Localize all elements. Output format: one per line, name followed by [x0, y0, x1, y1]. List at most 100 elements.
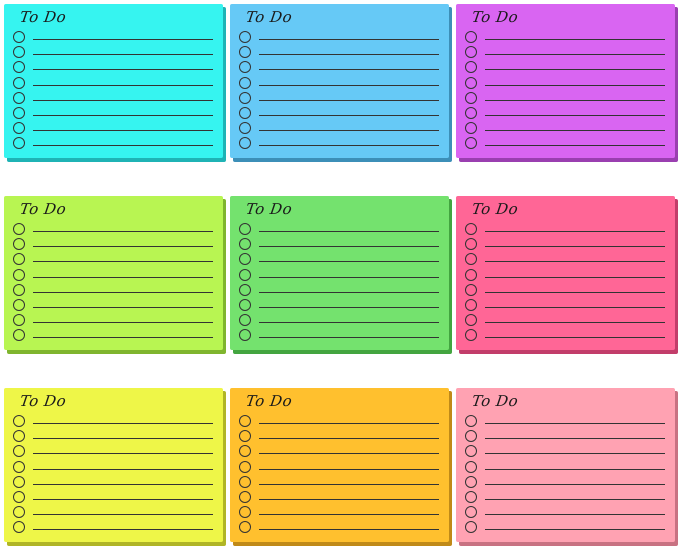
checkbox-circle-icon [239, 475, 251, 488]
todo-sticky-note: To Do [230, 4, 452, 162]
writing-line [485, 246, 665, 248]
checkbox-circle-icon [465, 76, 477, 89]
checkbox-circle-icon [465, 460, 477, 473]
note-face [456, 196, 675, 350]
checklist-row [239, 268, 439, 281]
writing-line [259, 130, 439, 132]
checklist-row [13, 415, 213, 427]
writing-line [485, 54, 665, 56]
checklist-row [465, 122, 665, 135]
writing-line [33, 499, 213, 500]
checklist-row [13, 430, 213, 443]
checkbox-circle-icon [13, 107, 25, 119]
writing-line [485, 261, 665, 263]
writing-line [259, 322, 439, 324]
checklist-row [239, 475, 439, 488]
writing-line [33, 483, 213, 485]
writing-line [485, 468, 665, 470]
writing-line [485, 514, 665, 516]
checklist-row [465, 415, 665, 427]
checkbox-circle-icon [465, 506, 477, 519]
checkbox-circle-icon [465, 445, 477, 458]
checklist-row [465, 223, 665, 235]
checkbox-circle-icon [465, 299, 477, 311]
checklist-row [13, 31, 213, 43]
note-face [456, 388, 675, 542]
writing-line [33, 54, 213, 56]
checklist-row [465, 61, 665, 74]
checkbox-circle-icon [13, 445, 25, 458]
checklist-row [465, 299, 665, 311]
checklist-row [465, 238, 665, 251]
checklist-row [465, 283, 665, 296]
checkbox-circle-icon [465, 223, 477, 235]
writing-line [33, 99, 213, 101]
writing-line [259, 39, 439, 40]
checkbox-circle-icon [239, 76, 251, 89]
checkbox-circle-icon [13, 238, 25, 251]
checkbox-circle-icon [465, 283, 477, 296]
writing-line [485, 322, 665, 324]
checklist-row [13, 91, 213, 104]
checkbox-circle-icon [13, 76, 25, 89]
note-face [456, 4, 675, 158]
todo-sticky-note: To Do [456, 196, 678, 354]
note-title: To Do [18, 392, 68, 410]
note-face [230, 388, 449, 542]
writing-line [259, 291, 439, 293]
checkbox-circle-icon [465, 61, 477, 74]
checkbox-circle-icon [239, 223, 251, 235]
checklist-row [465, 460, 665, 473]
checkbox-circle-icon [465, 491, 477, 503]
writing-line [33, 130, 213, 132]
todo-sticky-note: To Do [230, 196, 452, 354]
checklist-row [239, 445, 439, 458]
writing-line [33, 276, 213, 278]
checklist-row [239, 299, 439, 311]
writing-line [259, 54, 439, 56]
note-title: To Do [470, 392, 520, 410]
checkbox-circle-icon [465, 46, 477, 59]
todo-sticky-note: To Do [4, 388, 226, 546]
checklist-row [13, 299, 213, 311]
checklist-row [13, 76, 213, 89]
writing-line [485, 115, 665, 116]
writing-line [485, 483, 665, 485]
writing-line [485, 337, 665, 339]
checklist-row [239, 491, 439, 503]
checkbox-circle-icon [239, 299, 251, 311]
checklist-row [465, 253, 665, 266]
checklist-row [465, 314, 665, 327]
checkbox-circle-icon [13, 283, 25, 296]
writing-line [485, 99, 665, 101]
writing-line [485, 529, 665, 531]
checkbox-circle-icon [13, 268, 25, 281]
writing-line [259, 468, 439, 470]
writing-line [259, 499, 439, 500]
writing-line [33, 84, 213, 86]
writing-line [33, 468, 213, 470]
note-face [4, 388, 223, 542]
checkbox-circle-icon [239, 268, 251, 281]
checklist-row [13, 460, 213, 473]
writing-line [259, 423, 439, 424]
writing-line [33, 307, 213, 308]
checkbox-circle-icon [239, 445, 251, 458]
checklist-row [239, 107, 439, 119]
checklist-row [13, 107, 213, 119]
checkbox-circle-icon [13, 91, 25, 104]
checklist-row [13, 491, 213, 503]
writing-line [33, 453, 213, 455]
checkbox-circle-icon [239, 91, 251, 104]
checklist-row [13, 46, 213, 59]
writing-line [485, 423, 665, 424]
checkbox-circle-icon [239, 46, 251, 59]
checkbox-circle-icon [13, 122, 25, 135]
checklist-row [13, 137, 213, 150]
checklist-row [239, 430, 439, 443]
writing-line [259, 337, 439, 339]
checkbox-circle-icon [465, 329, 477, 342]
checklist-row [13, 283, 213, 296]
checkbox-circle-icon [13, 314, 25, 327]
checkbox-circle-icon [239, 521, 251, 534]
